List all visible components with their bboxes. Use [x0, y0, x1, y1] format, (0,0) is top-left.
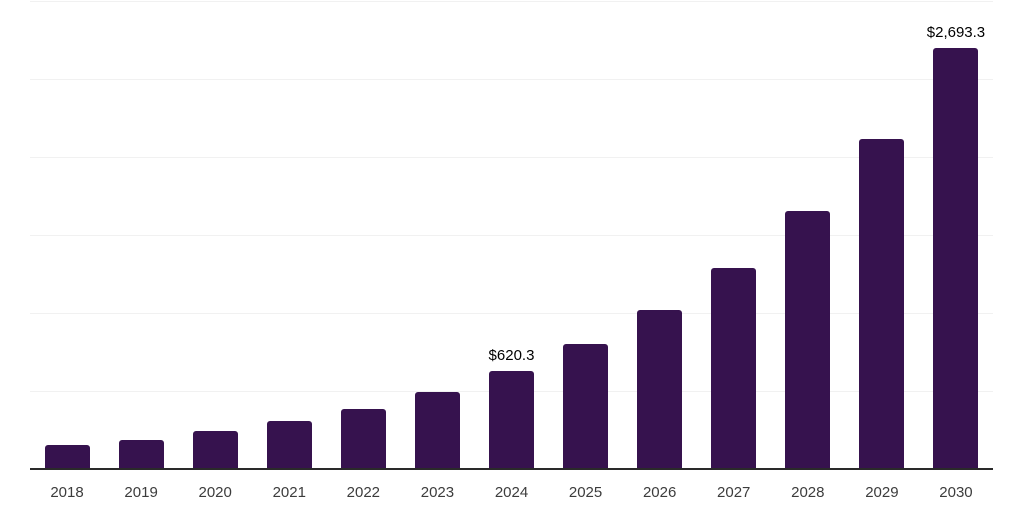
x-tick-label-2027: 2027: [717, 484, 751, 501]
bar-2025[interactable]: [563, 343, 609, 468]
x-tick-label-2029: 2029: [865, 484, 899, 501]
bar-2026[interactable]: [637, 309, 683, 468]
x-tick-label-2028: 2028: [791, 484, 825, 501]
x-tick-label-2024: 2024: [494, 484, 529, 501]
gridline: [30, 1, 993, 2]
bar-2019[interactable]: [118, 439, 164, 468]
data-label-2030: $2,693.3: [926, 23, 986, 41]
gridline: [30, 235, 993, 236]
plot-area: $620.3 $2,693.3: [30, 0, 993, 470]
bar-2024[interactable]: [489, 371, 534, 468]
bar-2018[interactable]: [44, 445, 90, 468]
x-axis-line: [30, 468, 993, 470]
bar-2023[interactable]: [414, 392, 460, 468]
bar-2030[interactable]: [933, 47, 979, 468]
x-tick-label-2018: 2018: [50, 484, 84, 501]
x-tick-label-2019: 2019: [124, 484, 158, 501]
x-tick-label-2025: 2025: [568, 484, 603, 501]
bar-2027[interactable]: [711, 267, 757, 468]
bar-2029[interactable]: [859, 139, 905, 468]
data-label-2024: $620.3: [488, 347, 535, 365]
bar-2020[interactable]: [192, 431, 238, 468]
bar-2021[interactable]: [266, 421, 312, 468]
x-tick-label-2023: 2023: [420, 484, 455, 501]
gridline: [30, 79, 993, 80]
bar-2028[interactable]: [785, 211, 831, 468]
x-tick-label-2030: 2030: [939, 484, 973, 501]
x-tick-label-2020: 2020: [198, 484, 232, 501]
bar-2022[interactable]: [340, 409, 386, 468]
x-tick-label-2021: 2021: [272, 484, 306, 501]
gridline: [30, 313, 993, 314]
x-tick-label-2026: 2026: [642, 484, 677, 501]
x-tick-label-2022: 2022: [346, 484, 381, 501]
gridline: [30, 157, 993, 158]
